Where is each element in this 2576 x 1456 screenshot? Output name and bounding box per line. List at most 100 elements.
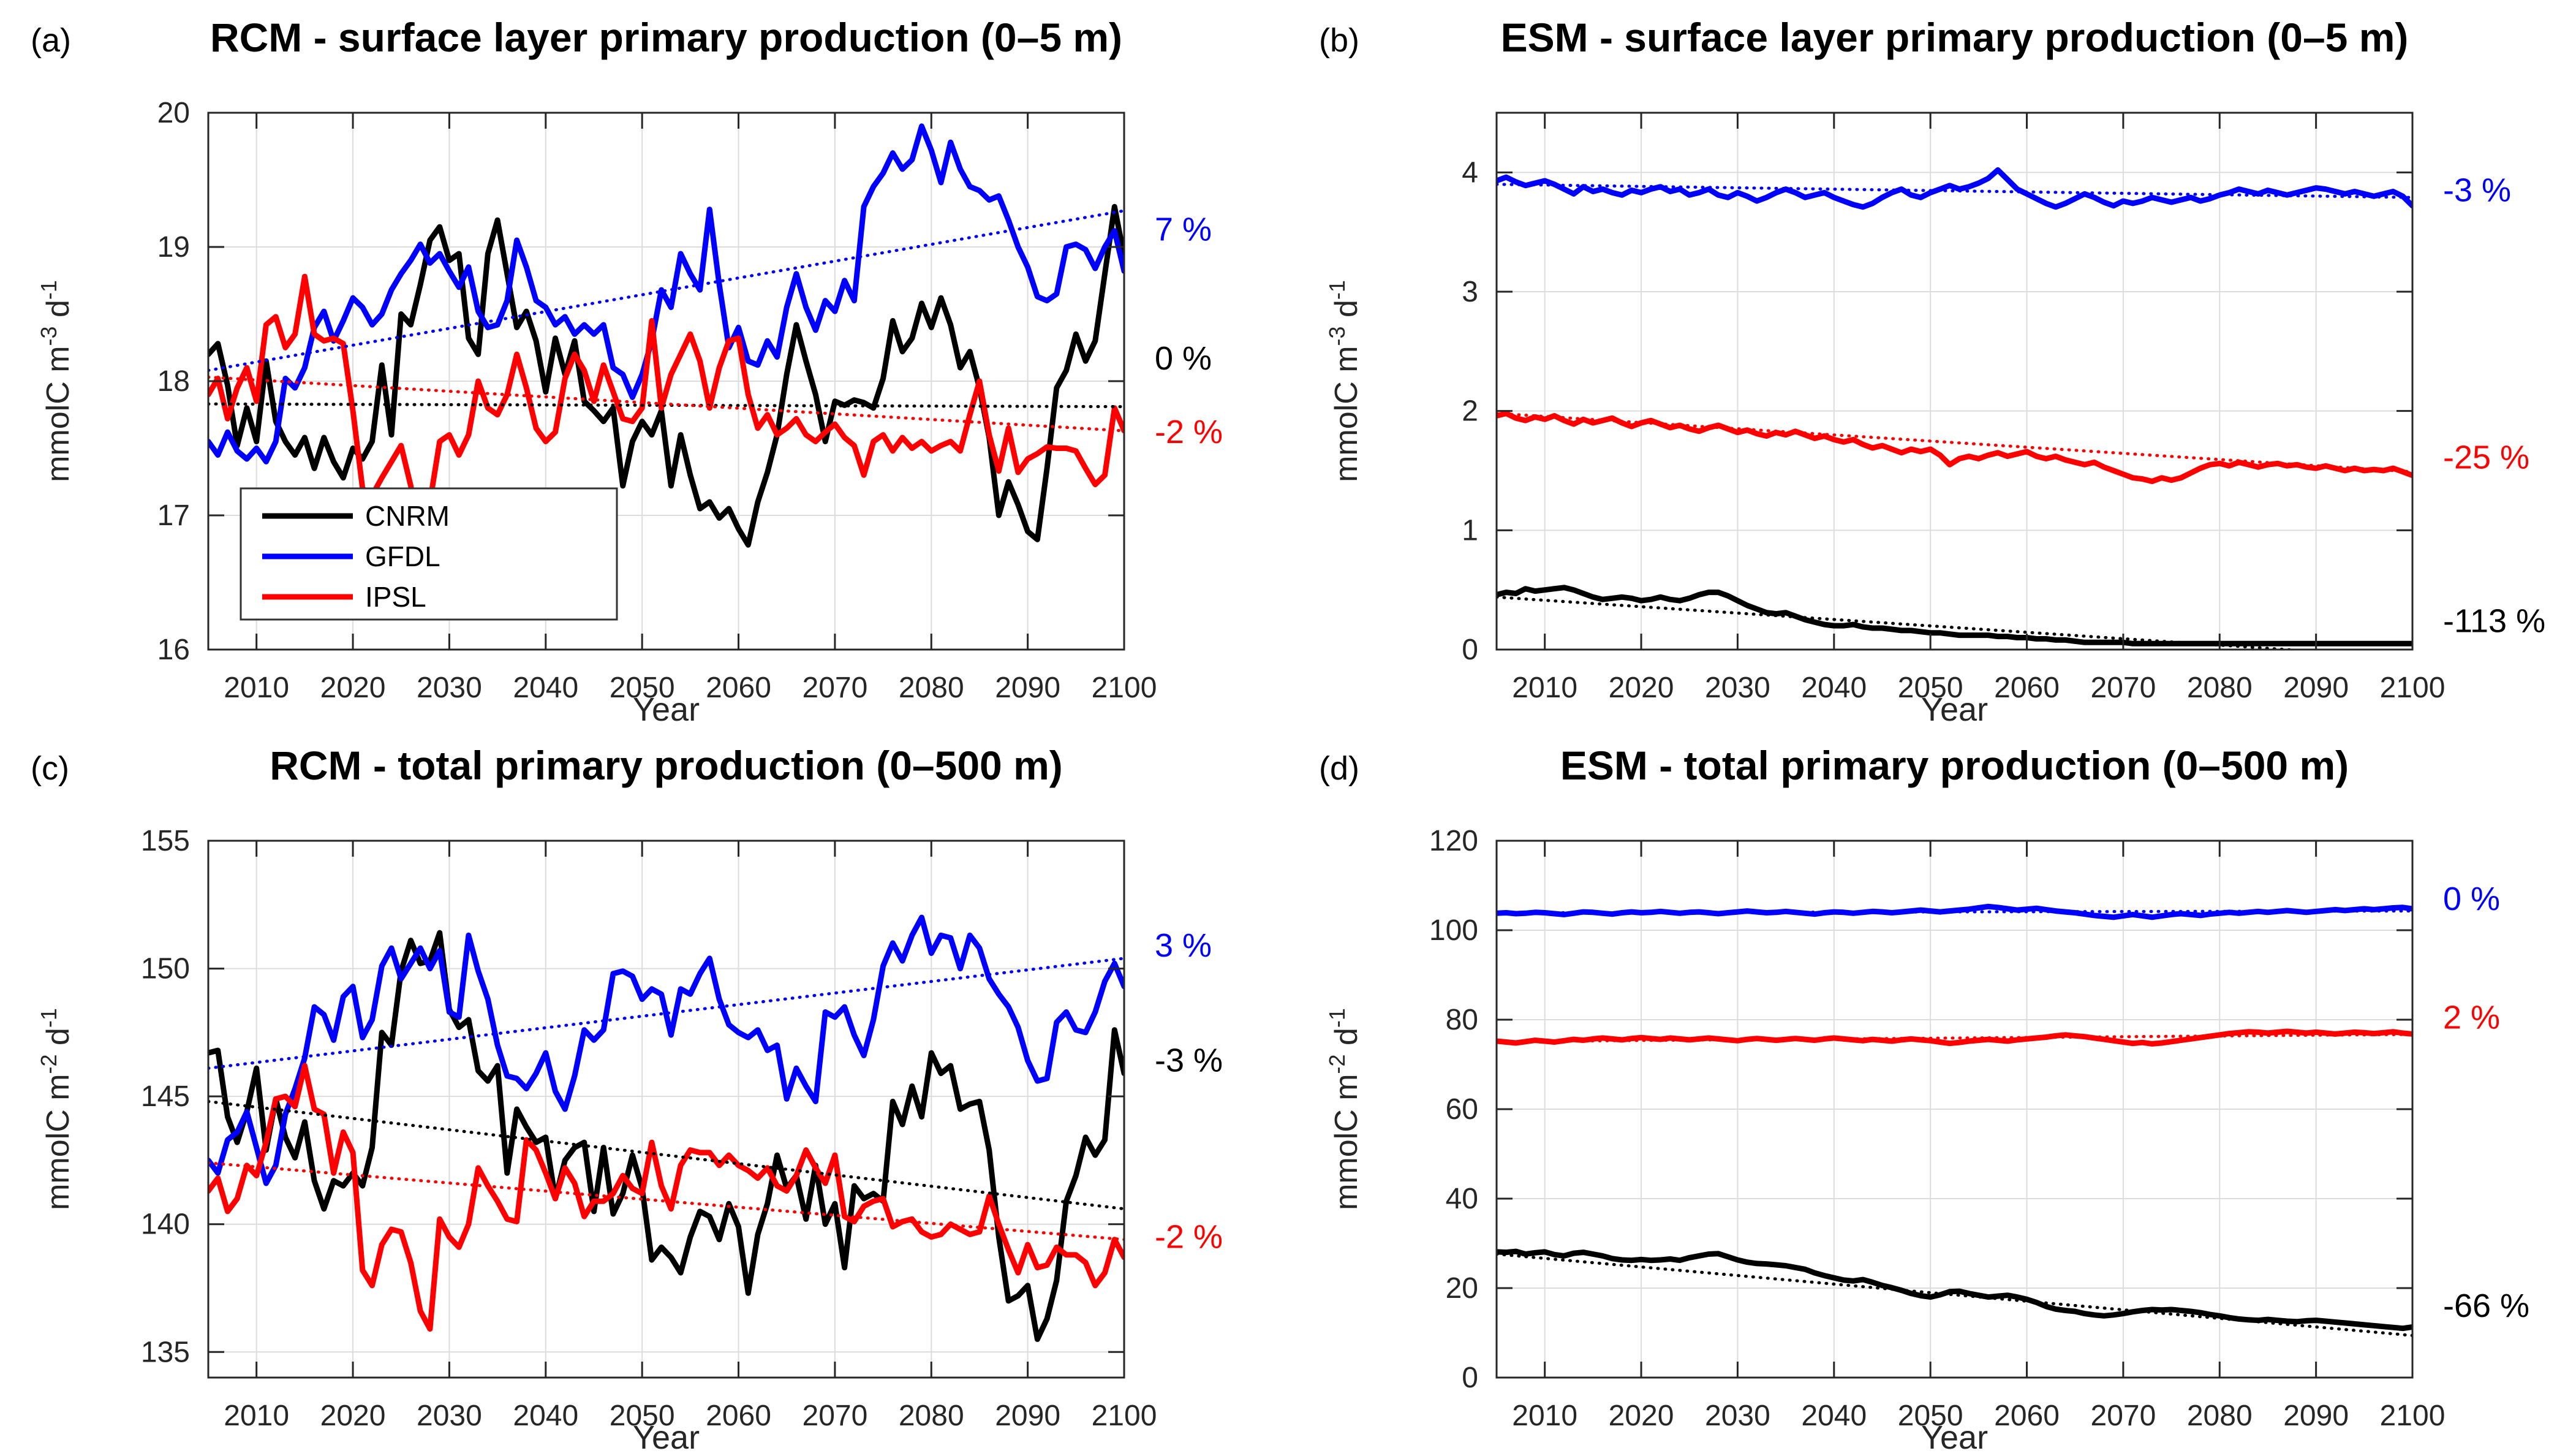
panel-a-pct-gfdl: 7 % bbox=[1155, 211, 1212, 248]
x-tick-label: 2060 bbox=[1994, 1400, 2060, 1432]
x-tick-label: 2020 bbox=[320, 1400, 386, 1432]
x-tick-label: 2030 bbox=[417, 672, 482, 704]
x-tick-label: 2100 bbox=[2380, 672, 2446, 704]
panel-c-trend-cnrm bbox=[208, 1099, 1124, 1211]
panel-a-trend-gfdl bbox=[208, 209, 1124, 372]
panel-c-pct-ipsl: -2 % bbox=[1155, 1219, 1223, 1256]
panel-d-xlabel: Year bbox=[1921, 1419, 1988, 1456]
panel-b-letter: (b) bbox=[1319, 22, 1359, 59]
panel-d-series-cnrm bbox=[1497, 1248, 2412, 1332]
panel-a-ylabel: mmolC m-3 d-1 bbox=[36, 280, 76, 482]
x-tick-label: 2040 bbox=[1801, 1400, 1867, 1432]
panel-c-tick-labels: 2010 2020 2030 2040 2050 2060 2070 2080 2090 2100… bbox=[141, 825, 1157, 1432]
panel-d-pct-gfdl: 0 % bbox=[2443, 881, 2500, 917]
x-tick-label: 2010 bbox=[1512, 672, 1577, 704]
x-tick-label: 2090 bbox=[2283, 1400, 2349, 1432]
x-tick-label: 2080 bbox=[899, 672, 964, 704]
legend-label-ipsl: IPSL bbox=[365, 581, 426, 613]
x-tick-label: 2090 bbox=[2283, 672, 2349, 704]
panel-a-pct-cnrm: 0 % bbox=[1155, 340, 1212, 377]
x-tick-label: 2040 bbox=[513, 672, 578, 704]
panel-a-letter: (a) bbox=[31, 22, 71, 59]
y-tick-label: 4 bbox=[1462, 156, 1478, 189]
x-tick-label: 2060 bbox=[1994, 672, 2060, 704]
x-tick-label: 2050 bbox=[1898, 672, 1963, 704]
panel-a-chart: 2010 2020 2030 2040 2050 2060 2070 2080 2090 2100… bbox=[31, 15, 1223, 728]
panel-b-trend-cnrm bbox=[1497, 595, 2310, 650]
y-tick-label: 1 bbox=[1462, 514, 1478, 547]
panel-d-pct-ipsl: 2 % bbox=[2443, 999, 2500, 1036]
x-tick-label: 2100 bbox=[1092, 672, 1157, 704]
panel-b-trend-ipsl bbox=[1497, 412, 2412, 474]
x-tick-label: 2040 bbox=[1801, 672, 1867, 704]
y-tick-label: 60 bbox=[1446, 1093, 1478, 1126]
x-tick-label: 2070 bbox=[803, 1400, 868, 1432]
panel-b-ylabel: mmolC m-3 d-1 bbox=[1324, 280, 1364, 482]
y-tick-label: 0 bbox=[1462, 1362, 1478, 1394]
x-tick-label: 2050 bbox=[610, 672, 675, 704]
x-tick-label: 2020 bbox=[1609, 1400, 1674, 1432]
panel-c-xlabel: Year bbox=[633, 1419, 700, 1456]
panel-c-ticks bbox=[208, 840, 1125, 1378]
x-tick-label: 2040 bbox=[513, 1400, 578, 1432]
x-tick-label: 2070 bbox=[2091, 1400, 2156, 1432]
panel-c-series-cnrm bbox=[208, 930, 1124, 1342]
y-tick-label: 18 bbox=[157, 365, 190, 398]
x-tick-label: 2100 bbox=[1092, 1400, 1157, 1432]
panel-b-series-ipsl bbox=[1497, 411, 2412, 484]
panel-d-series-ipsl bbox=[1497, 1028, 2412, 1047]
x-tick-label: 2080 bbox=[2187, 1400, 2253, 1432]
panel-c-trend-gfdl bbox=[208, 957, 1124, 1070]
panel-c-title: RCM - total primary production (0–500 m) bbox=[270, 743, 1063, 788]
x-tick-label: 2010 bbox=[224, 672, 289, 704]
panel-b-pct-ipsl: -25 % bbox=[2443, 439, 2529, 476]
legend-label-gfdl: GFDL bbox=[365, 540, 440, 572]
y-tick-label: 3 bbox=[1462, 276, 1478, 308]
panel-d: 2010 2020 2030 2040 2050 2060 2070 2080 2090 2100… bbox=[1288, 728, 2576, 1456]
y-tick-label: 140 bbox=[141, 1208, 190, 1241]
panel-d-pct-cnrm: -66 % bbox=[2443, 1287, 2529, 1324]
panel-d-trend-ipsl bbox=[1497, 1033, 2412, 1044]
panel-d-trend-gfdl bbox=[1497, 909, 2412, 915]
panel-b-xlabel: Year bbox=[1921, 691, 1988, 728]
panel-b-series-gfdl bbox=[1497, 167, 2412, 210]
x-tick-label: 2020 bbox=[1609, 672, 1674, 704]
panel-a-tick-labels: 2010 2020 2030 2040 2050 2060 2070 2080 2090 2100… bbox=[157, 97, 1157, 704]
panel-b-pct-gfdl: -3 % bbox=[2443, 172, 2511, 209]
x-tick-label: 2090 bbox=[995, 1400, 1060, 1432]
panel-b-axes-box bbox=[1495, 112, 2414, 651]
x-tick-label: 2070 bbox=[2091, 672, 2156, 704]
panel-b-chart: 2010 2020 2030 2040 2050 2060 2070 2080 2090 2100… bbox=[1319, 15, 2545, 728]
panel-d-chart: 2010 2020 2030 2040 2050 2060 2070 2080 2090 2100… bbox=[1319, 743, 2529, 1456]
y-tick-label: 150 bbox=[141, 953, 190, 985]
panel-c-ylabel: mmolC m-2 d-1 bbox=[36, 1008, 76, 1210]
x-tick-label: 2010 bbox=[224, 1400, 289, 1432]
y-tick-label: 19 bbox=[157, 231, 190, 264]
x-tick-label: 2090 bbox=[995, 672, 1060, 704]
panel-c: 2010 2020 2030 2040 2050 2060 2070 2080 2090 2100… bbox=[0, 728, 1288, 1456]
panel-a-trend-ipsl bbox=[208, 375, 1124, 433]
panel-b-series-cnrm bbox=[1497, 585, 2412, 646]
panel-c-grid bbox=[208, 840, 1125, 1378]
panel-b-ticks bbox=[1497, 113, 2414, 651]
panel-a-title: RCM - surface layer primary production (… bbox=[210, 15, 1122, 60]
y-tick-label: 17 bbox=[157, 499, 190, 532]
legend: CNRM GFDL IPSL bbox=[240, 487, 618, 621]
panel-c-axes-box bbox=[207, 840, 1125, 1379]
panel-b-title: ESM - surface layer primary production (… bbox=[1501, 15, 2409, 60]
x-tick-label: 2060 bbox=[706, 672, 771, 704]
panel-c-pct-cnrm: -3 % bbox=[1155, 1042, 1223, 1079]
y-tick-label: 80 bbox=[1446, 1004, 1478, 1036]
x-tick-label: 2080 bbox=[899, 1400, 964, 1432]
y-tick-label: 2 bbox=[1462, 395, 1478, 428]
x-tick-label: 2080 bbox=[2187, 672, 2253, 704]
x-tick-label: 2030 bbox=[1705, 672, 1770, 704]
panel-d-ticks bbox=[1497, 840, 2414, 1379]
y-tick-label: 20 bbox=[157, 97, 190, 129]
panel-d-letter: (d) bbox=[1319, 750, 1359, 787]
x-tick-label: 2030 bbox=[417, 1400, 482, 1432]
y-tick-label: 120 bbox=[1429, 825, 1478, 857]
y-tick-label: 145 bbox=[141, 1080, 190, 1113]
panel-a-xlabel: Year bbox=[633, 691, 700, 728]
panel-a-series-ipsl bbox=[208, 273, 1124, 534]
